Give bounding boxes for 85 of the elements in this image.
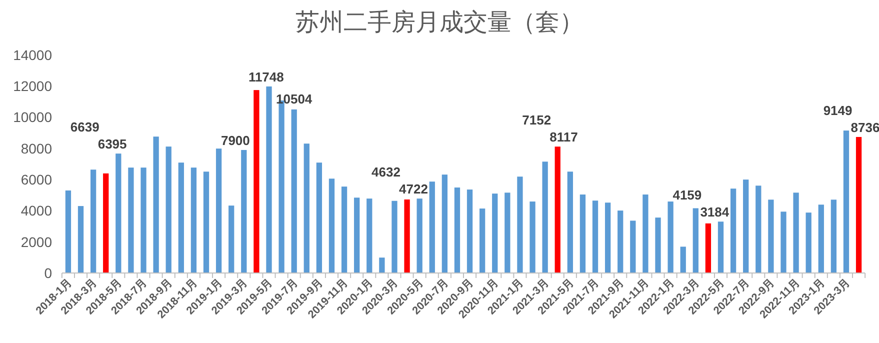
- bar: [241, 150, 247, 273]
- bar: [618, 210, 624, 273]
- bar: [806, 212, 812, 273]
- bar: [442, 174, 448, 273]
- data-label: 9149: [823, 102, 852, 118]
- y-tick-label: 6000: [20, 171, 52, 188]
- bar: [756, 186, 762, 273]
- bar: [366, 198, 372, 273]
- bar: [530, 202, 536, 273]
- bar: [128, 168, 134, 273]
- bar: [90, 170, 96, 273]
- bar: [328, 178, 335, 273]
- bar: [203, 172, 210, 273]
- bar: [65, 190, 72, 273]
- bar: [153, 136, 159, 273]
- data-label: 8117: [550, 130, 578, 145]
- data-label: 4159: [672, 188, 702, 203]
- bar: [592, 200, 598, 273]
- bar: [492, 194, 498, 273]
- bar: [116, 154, 122, 273]
- data-label: 6639: [70, 120, 100, 135]
- bar: [730, 188, 736, 273]
- bar: [780, 212, 786, 273]
- chart-title: 苏州二手房月成交量（套）: [296, 8, 584, 36]
- bar: [178, 162, 184, 273]
- y-tick-label: 2000: [20, 234, 52, 250]
- bar: [216, 148, 222, 273]
- y-tick-label: 10000: [13, 109, 52, 126]
- y-tick-label: 14000: [13, 46, 52, 63]
- bar: [466, 190, 473, 273]
- bar: [190, 168, 197, 273]
- bar: [392, 200, 398, 273]
- data-label: 8736: [850, 120, 879, 135]
- bar: [316, 162, 322, 273]
- bar: [680, 246, 686, 273]
- bar: [266, 86, 272, 273]
- bar: [517, 176, 523, 273]
- bar: [630, 220, 636, 273]
- bar: [642, 194, 648, 273]
- bar: [480, 208, 486, 273]
- bar: [166, 146, 172, 273]
- data-label: 4722: [399, 182, 428, 197]
- data-label: 4632: [372, 164, 400, 180]
- bar: [604, 202, 611, 273]
- bar: [554, 146, 560, 273]
- bar: [655, 218, 661, 273]
- bar: [830, 200, 837, 273]
- y-tick-label: 4000: [20, 202, 52, 219]
- bar: [793, 192, 799, 273]
- bar: [354, 198, 360, 273]
- bar: [542, 162, 548, 273]
- bar: [416, 198, 422, 273]
- y-tick-label: 12000: [13, 78, 52, 94]
- bar: [843, 130, 850, 273]
- bar: [668, 202, 674, 273]
- bar: [254, 90, 260, 273]
- data-label: 7152: [522, 112, 552, 128]
- bar: [379, 258, 385, 273]
- data-label: 7900: [220, 132, 250, 148]
- bar: [78, 206, 84, 273]
- bar: [341, 186, 348, 273]
- data-label: 3184: [700, 204, 730, 220]
- bar: [718, 222, 724, 273]
- data-label: 6395: [98, 136, 127, 152]
- bar: [768, 200, 774, 273]
- bar: [429, 182, 435, 273]
- bar: [228, 206, 234, 273]
- data-label: 11748: [248, 69, 284, 84]
- bar: [103, 173, 109, 273]
- bar: [743, 180, 749, 273]
- bar: [291, 109, 297, 273]
- bar: [818, 204, 824, 273]
- bar: [567, 172, 573, 273]
- bar: [580, 194, 586, 273]
- bar: [454, 188, 460, 273]
- y-tick-label: 0: [44, 264, 52, 281]
- data-label: 10504: [276, 91, 313, 106]
- bar: [404, 199, 410, 273]
- bar: [504, 192, 510, 273]
- bar: [692, 208, 698, 273]
- bar: [856, 136, 862, 273]
- bar: [140, 168, 146, 273]
- bar: [304, 144, 310, 273]
- y-tick-label: 8000: [20, 140, 52, 156]
- bar: [705, 223, 712, 273]
